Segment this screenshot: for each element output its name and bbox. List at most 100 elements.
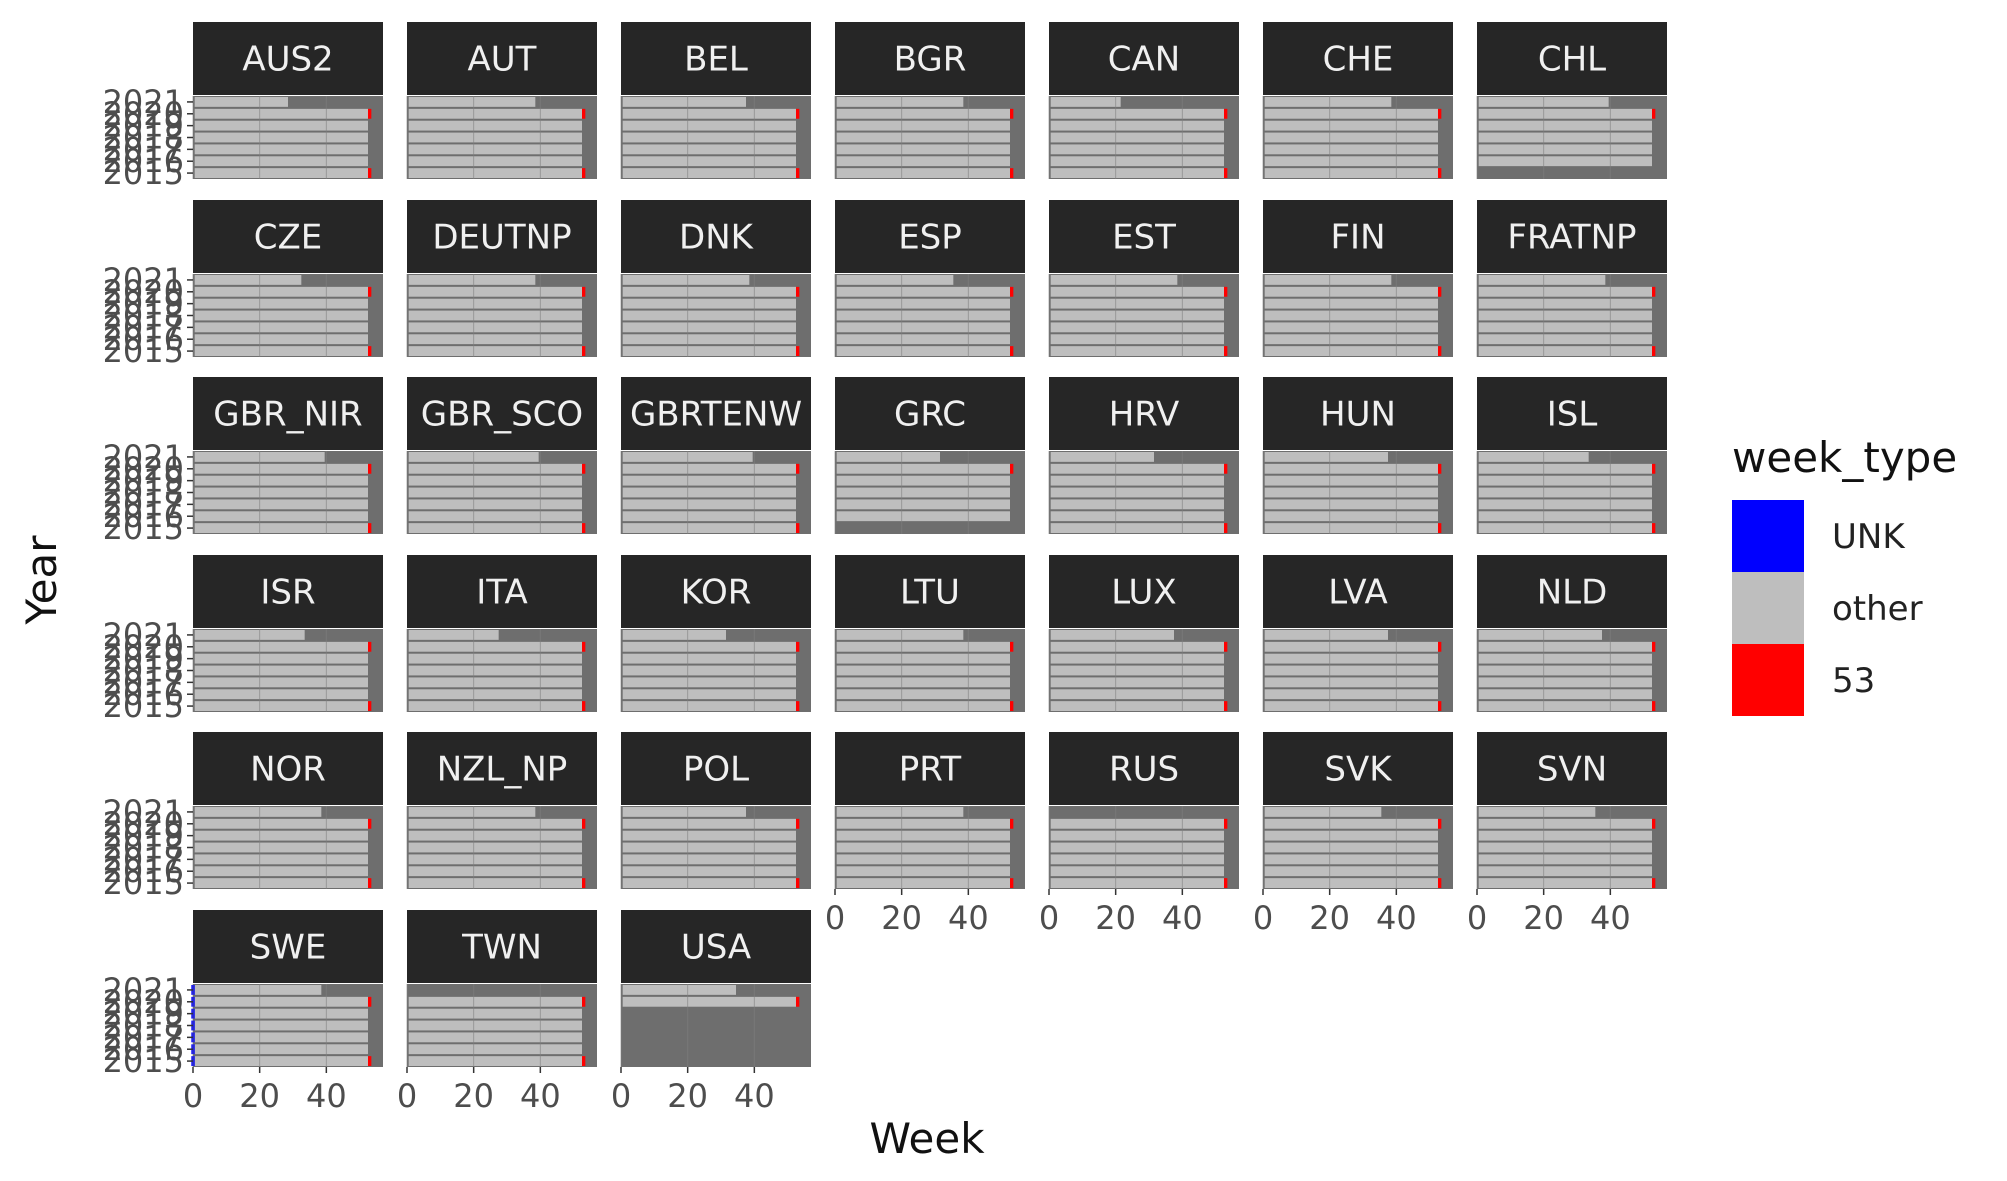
tile-row-gbrtenw-2017	[622, 499, 796, 510]
tile-row-svk-2020	[1264, 818, 1438, 829]
tile-row-fin-2017	[1264, 322, 1438, 333]
tile-week53-aus2-2020	[368, 108, 372, 119]
facet-strip-label: HRV	[1109, 395, 1180, 435]
tile-row-gbr_nir-2019	[194, 475, 368, 486]
y-tick-label: 2019	[103, 995, 184, 1033]
tile-row-can-2021	[1050, 97, 1121, 107]
tile-row-bel-2017	[622, 144, 796, 155]
tile-row-gbr_sco-2016	[408, 511, 582, 522]
tile-row-swe-2021	[194, 985, 322, 995]
tile-week53-aut-2020	[582, 108, 586, 119]
tile-week53-ltu-2015	[1010, 701, 1014, 711]
x-tick-label: 0	[1253, 899, 1273, 937]
facet-panel-bel: BEL	[620, 22, 811, 179]
facet-strip	[407, 200, 597, 273]
tile-row-lva-2020	[1264, 641, 1438, 652]
tile-row-gbr_sco-2018	[408, 487, 582, 498]
tile-row-can-2017	[1050, 144, 1224, 155]
tile-row-prt-2016	[836, 866, 1010, 877]
y-tick-label: 2015	[103, 1042, 184, 1080]
tile-row-gbrtenw-2018	[622, 487, 796, 498]
tile-row-esp-2016	[836, 334, 1010, 345]
facet-panel-kor: KOR	[620, 555, 811, 712]
tile-row-ita-2021	[408, 630, 499, 640]
tile-row-kor-2015	[622, 701, 796, 711]
tile-row-twn-2019	[408, 1008, 582, 1019]
tile-week53-chl-2020	[1652, 108, 1656, 119]
facet-strip	[1263, 22, 1453, 95]
tile-row-hrv-2018	[1050, 487, 1224, 498]
tile-row-fin-2019	[1264, 298, 1438, 309]
tile-week53-prt-2015	[1010, 878, 1014, 888]
facet-strip-label: GBR_NIR	[213, 395, 362, 435]
x-tick-label: 0	[1467, 899, 1487, 937]
tile-row-twn-2015	[408, 1056, 582, 1066]
x-tick-label: 40	[948, 899, 989, 937]
tile-row-ita-2016	[408, 689, 582, 700]
tile-week53-isr-2020	[368, 641, 372, 652]
facet-strip	[193, 22, 383, 95]
y-tick-label: 2016	[103, 675, 184, 713]
y-tick-label: 2021	[103, 971, 184, 1009]
tile-week53-nzl_np-2020	[582, 818, 586, 829]
tile-week53-bel-2020	[796, 108, 800, 119]
tile-week53-lux-2015	[1224, 701, 1228, 711]
tile-row-nld-2021	[1478, 630, 1602, 640]
tile-row-ltu-2017	[836, 677, 1010, 688]
facet-strip	[621, 377, 811, 450]
tile-week53-est-2020	[1224, 286, 1228, 297]
x-tick-label: 0	[611, 1077, 631, 1115]
tile-row-svn-2016	[1478, 866, 1652, 877]
tile-row-aus2-2021	[194, 97, 288, 107]
tile-row-nld-2016	[1478, 689, 1652, 700]
tile-row-gbr_sco-2017	[408, 499, 582, 510]
tile-row-lva-2015	[1264, 701, 1438, 711]
tile-week53-nor-2020	[368, 818, 372, 829]
facet-panel-gbrtenw: GBRTENW	[620, 377, 811, 534]
y-tick-label: 2017	[103, 485, 184, 523]
facet-strip-label: PRT	[899, 750, 962, 790]
tile-row-svk-2021	[1264, 807, 1382, 817]
tile-row-can-2015	[1050, 168, 1224, 178]
x-tick-label: 0	[397, 1077, 417, 1115]
tile-row-fin-2021	[1264, 275, 1392, 285]
tile-row-nor-2021	[194, 807, 322, 817]
facet-strip	[1477, 22, 1667, 95]
tile-row-swe-2019	[194, 1008, 368, 1019]
tile-row-can-2019	[1050, 120, 1224, 131]
tile-row-ita-2018	[408, 665, 582, 676]
y-tick-label: 2020	[103, 450, 184, 488]
facet-panel-pol: POL	[620, 732, 811, 889]
tile-row-lux-2018	[1050, 665, 1224, 676]
tile-row-nzl_np-2019	[408, 830, 582, 841]
tile-week53-aut-2015	[582, 168, 586, 178]
y-tick-label: 2019	[103, 285, 184, 323]
tile-row-grc-2017	[836, 499, 1010, 510]
tile-row-ita-2020	[408, 641, 582, 652]
tile-row-aut-2016	[408, 156, 582, 167]
tile-row-isl-2017	[1478, 499, 1652, 510]
y-tick-label: 2016	[103, 320, 184, 358]
facet-panel-aut: AUT	[406, 22, 597, 179]
tile-week53-deutnp-2015	[582, 346, 586, 356]
facet-strip-label: FIN	[1330, 218, 1385, 258]
facet-strip	[193, 732, 383, 805]
facet-strip	[621, 22, 811, 95]
facet-strip	[835, 200, 1025, 273]
tile-row-nld-2015	[1478, 701, 1652, 711]
facet-strip	[1263, 200, 1453, 273]
facet-strip-label: ESP	[898, 218, 962, 258]
legend-key-unk	[1732, 500, 1804, 572]
tile-row-aut-2020	[408, 108, 582, 119]
tile-row-est-2015	[1050, 346, 1224, 356]
tile-week53-bel-2015	[796, 168, 800, 178]
tile-week53-svn-2015	[1652, 878, 1656, 888]
facet-panel-fin: FIN	[1262, 200, 1453, 357]
facet-strip	[835, 555, 1025, 628]
tile-row-dnk-2015	[622, 346, 796, 356]
tile-row-prt-2017	[836, 854, 1010, 865]
x-tick-label: 40	[734, 1077, 775, 1115]
tile-week53-cze-2020	[368, 286, 372, 297]
facet-strip	[1049, 555, 1239, 628]
tile-row-usa-2020	[622, 996, 796, 1007]
